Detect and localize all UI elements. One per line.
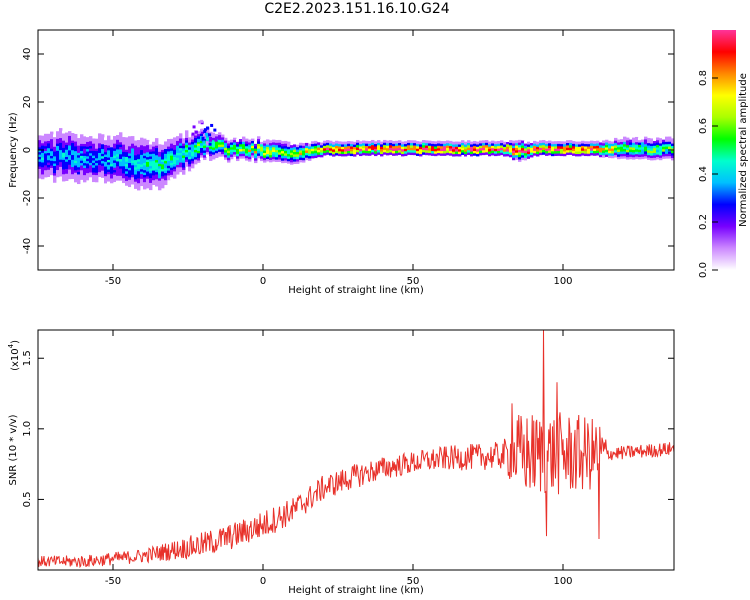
spectrogram-heatmap xyxy=(38,119,674,191)
colorbar-ticks: 0.0 0.2 0.4 0.6 0.8 xyxy=(698,70,718,278)
svg-text:(x104): (x104) xyxy=(7,340,21,371)
snr-y-label: SNR (10 * v/v) xyxy=(8,414,19,485)
snr-y-scale-suffix: ) xyxy=(10,340,21,344)
colorbar-gradient xyxy=(712,30,736,270)
x-tick-label: 0 xyxy=(260,276,266,287)
y-tick-label: 1.0 xyxy=(22,421,33,437)
y-tick-label: 40 xyxy=(22,48,33,61)
y-tick-label: 20 xyxy=(22,96,33,109)
colorbar-tick-label: 0.2 xyxy=(698,214,709,230)
y-tick-label: 0 xyxy=(22,147,33,153)
x-tick-label: 100 xyxy=(553,576,572,587)
y-tick-label: -40 xyxy=(22,238,33,254)
colorbar-tick-label: 0.8 xyxy=(698,70,709,86)
x-tick-label: 50 xyxy=(407,576,420,587)
spectrogram-ticks: -50 0 50 100 -40 -20 0 20 40 xyxy=(22,30,674,287)
colorbar-label: Normalized spectral amplitude xyxy=(738,73,749,227)
chart-title: C2E2.2023.151.16.10.G24 xyxy=(264,1,450,17)
x-tick-label: -50 xyxy=(105,276,121,287)
x-tick-label: -50 xyxy=(105,576,121,587)
snr-series-line xyxy=(38,330,674,569)
y-tick-label: 0.5 xyxy=(22,491,33,507)
colorbar-tick-label: 0.0 xyxy=(698,262,709,278)
snr-frame xyxy=(37,329,675,571)
x-tick-label: 50 xyxy=(407,276,420,287)
spectrogram-panel: -50 0 50 100 -40 -20 0 20 40 Height of straight … xyxy=(8,29,675,296)
snr-x-label: Height of straight line (km) xyxy=(288,585,424,596)
snr-y-scale-exponent: 4 xyxy=(7,343,15,348)
colorbar-tick-label: 0.6 xyxy=(698,118,709,134)
colorbar: 0.0 0.2 0.4 0.6 0.8 Normalized spectral ampl… xyxy=(698,30,749,278)
spectrogram-x-label: Height of straight line (km) xyxy=(288,285,424,296)
snr-ticks: -50 0 50 100 0.5 1.0 1.5 xyxy=(22,330,674,587)
x-tick-label: 100 xyxy=(553,276,572,287)
snr-y-scale-prefix: (x10 xyxy=(10,348,21,371)
snr-y-scale: (x104) xyxy=(7,340,21,371)
y-tick-label: -20 xyxy=(22,190,33,206)
colorbar-tick-label: 0.4 xyxy=(698,166,709,182)
x-tick-label: 0 xyxy=(260,576,266,587)
snr-panel: -50 0 50 100 0.5 1.0 1.5 Height of straight li… xyxy=(7,329,675,596)
y-tick-label: 1.5 xyxy=(22,350,33,366)
spectrogram-y-label: Frequency (Hz) xyxy=(8,112,19,188)
